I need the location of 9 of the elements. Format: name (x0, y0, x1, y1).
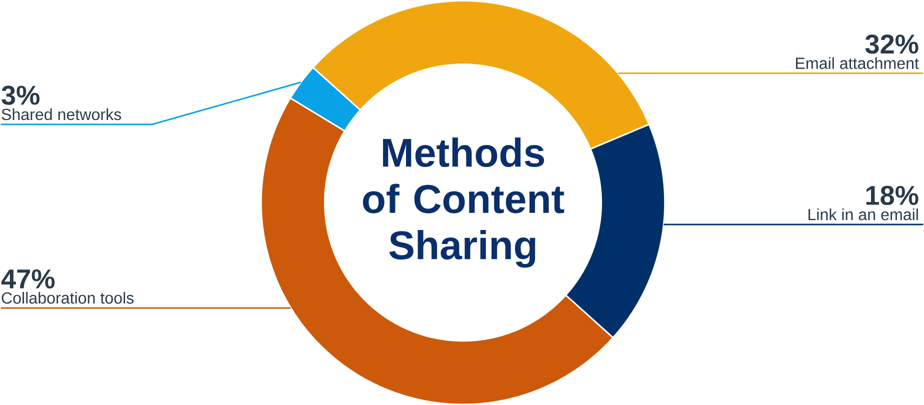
slice-label: Link in an email (808, 208, 918, 220)
slice-label: Shared networks (2, 108, 122, 120)
data-label: 18% (866, 186, 918, 205)
slice-label: Email attachment (796, 57, 919, 69)
text: Methods of Content Sharing (362, 137, 564, 268)
slice-label: Collaboration tools (2, 292, 134, 304)
data-label: 3% (2, 86, 40, 105)
data-label: 32% (865, 34, 918, 54)
data-label: 47% (1, 269, 55, 288)
